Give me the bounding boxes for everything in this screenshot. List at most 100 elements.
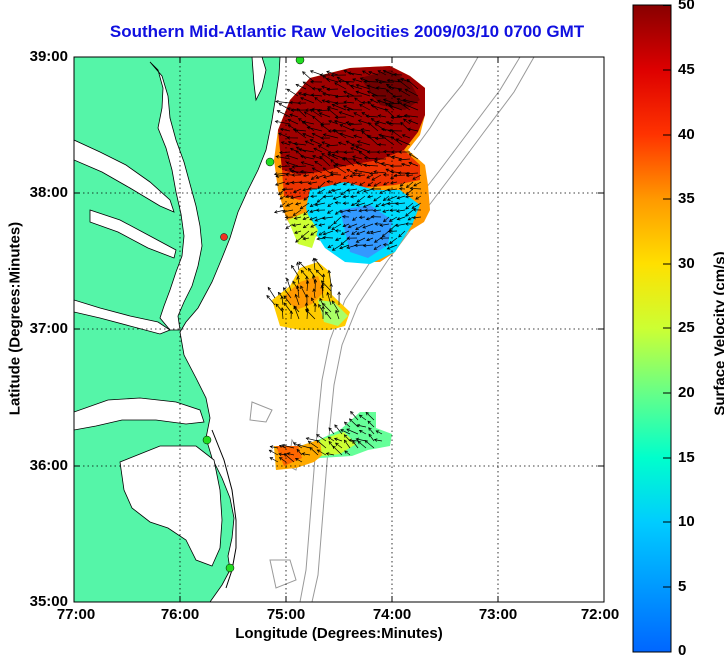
vector-shaft	[363, 164, 379, 167]
vector-shaft	[341, 230, 350, 235]
vector-shaft	[295, 150, 307, 160]
vector-shaft	[396, 98, 411, 104]
vector-head	[309, 203, 314, 207]
vector-head	[321, 141, 325, 145]
vector-head	[297, 443, 301, 448]
vector-shaft	[358, 119, 371, 125]
vector-shaft	[292, 223, 302, 226]
vector-head	[403, 113, 408, 118]
vector-shaft	[352, 216, 358, 221]
vector-shaft	[398, 88, 411, 97]
vector-head	[400, 78, 404, 82]
vector-head	[404, 88, 409, 92]
vector-shaft	[343, 105, 355, 111]
vector-head	[383, 218, 387, 223]
grid-lines	[74, 57, 604, 602]
vector-head	[292, 189, 297, 193]
vector-shaft	[323, 230, 334, 235]
vector-head	[388, 240, 393, 245]
vector-head	[382, 242, 387, 247]
vector-head	[274, 120, 279, 124]
vector-shaft	[326, 144, 339, 147]
tick-marks	[74, 57, 604, 602]
vector-head	[361, 100, 366, 105]
vector-head	[343, 434, 348, 438]
vector-head	[317, 89, 322, 93]
vector-shaft	[348, 72, 363, 76]
vector-head	[302, 236, 307, 241]
vector-shaft	[370, 230, 382, 234]
vector-head	[300, 96, 304, 101]
vector-head	[330, 172, 334, 177]
vector-head	[292, 442, 297, 446]
vector-head	[340, 241, 345, 246]
vector-head	[298, 148, 303, 152]
vector-shaft	[295, 458, 303, 463]
vector-shaft	[403, 103, 419, 111]
vector-head	[334, 115, 339, 120]
vector-shaft	[407, 128, 419, 132]
vector-head	[303, 197, 307, 201]
vector-shaft	[356, 84, 371, 90]
vector-shaft	[308, 181, 318, 184]
vector-head	[346, 209, 351, 213]
vector-head	[286, 203, 290, 207]
vector-shaft	[286, 195, 294, 198]
vector-shaft	[275, 174, 286, 177]
potomac-river	[74, 139, 175, 213]
vector-shaft	[343, 174, 350, 179]
vector-shaft	[303, 209, 310, 216]
vector-shaft	[332, 188, 342, 192]
vector-head	[388, 218, 393, 222]
vector-head	[329, 283, 333, 287]
vector-shaft	[378, 115, 387, 118]
vector-head	[387, 85, 392, 90]
vector-shaft	[321, 280, 332, 292]
vector-shaft	[330, 174, 342, 176]
vector-shaft	[368, 122, 379, 132]
vector-head	[277, 191, 282, 196]
vector-head	[382, 209, 386, 213]
vector-shaft	[356, 202, 366, 206]
vector-shaft	[293, 209, 302, 216]
vector-shaft	[343, 181, 350, 186]
vector-head	[322, 194, 327, 199]
vector-head	[382, 69, 387, 74]
vector-shaft	[310, 70, 323, 76]
vector-head	[302, 173, 307, 178]
vector-head	[352, 78, 356, 82]
vector-shaft	[300, 230, 310, 238]
vector-head	[353, 169, 358, 173]
vector-shaft	[366, 115, 379, 118]
vector-shaft	[338, 142, 347, 146]
vector-head	[367, 182, 372, 187]
vector-head	[326, 70, 330, 74]
vector-shaft	[363, 244, 374, 247]
vector-head	[314, 202, 319, 207]
vector-head	[361, 70, 366, 74]
vector-head	[346, 236, 350, 240]
vector-shaft	[327, 209, 334, 214]
vector-shaft	[339, 124, 355, 132]
vector-head	[386, 246, 391, 250]
vector-shaft	[298, 149, 315, 153]
vector-head	[309, 447, 313, 451]
vector-shaft	[320, 124, 331, 132]
vector-head	[316, 237, 320, 241]
colorbar-tick-label: 40	[678, 126, 695, 143]
vector-shaft	[383, 216, 390, 222]
vector-shaft	[319, 112, 331, 118]
vector-head	[370, 214, 375, 219]
vector-head	[379, 190, 383, 194]
vector-head	[296, 285, 300, 289]
vector-shaft	[359, 429, 367, 435]
vector-head	[325, 77, 330, 82]
vector-head	[302, 71, 306, 75]
vector-head	[373, 170, 377, 174]
vector-shaft	[346, 188, 358, 191]
vector-shaft	[375, 137, 387, 139]
vector-head	[301, 452, 306, 456]
vector-head	[363, 79, 368, 84]
vector-shaft	[368, 71, 379, 76]
vector-head	[364, 440, 369, 444]
